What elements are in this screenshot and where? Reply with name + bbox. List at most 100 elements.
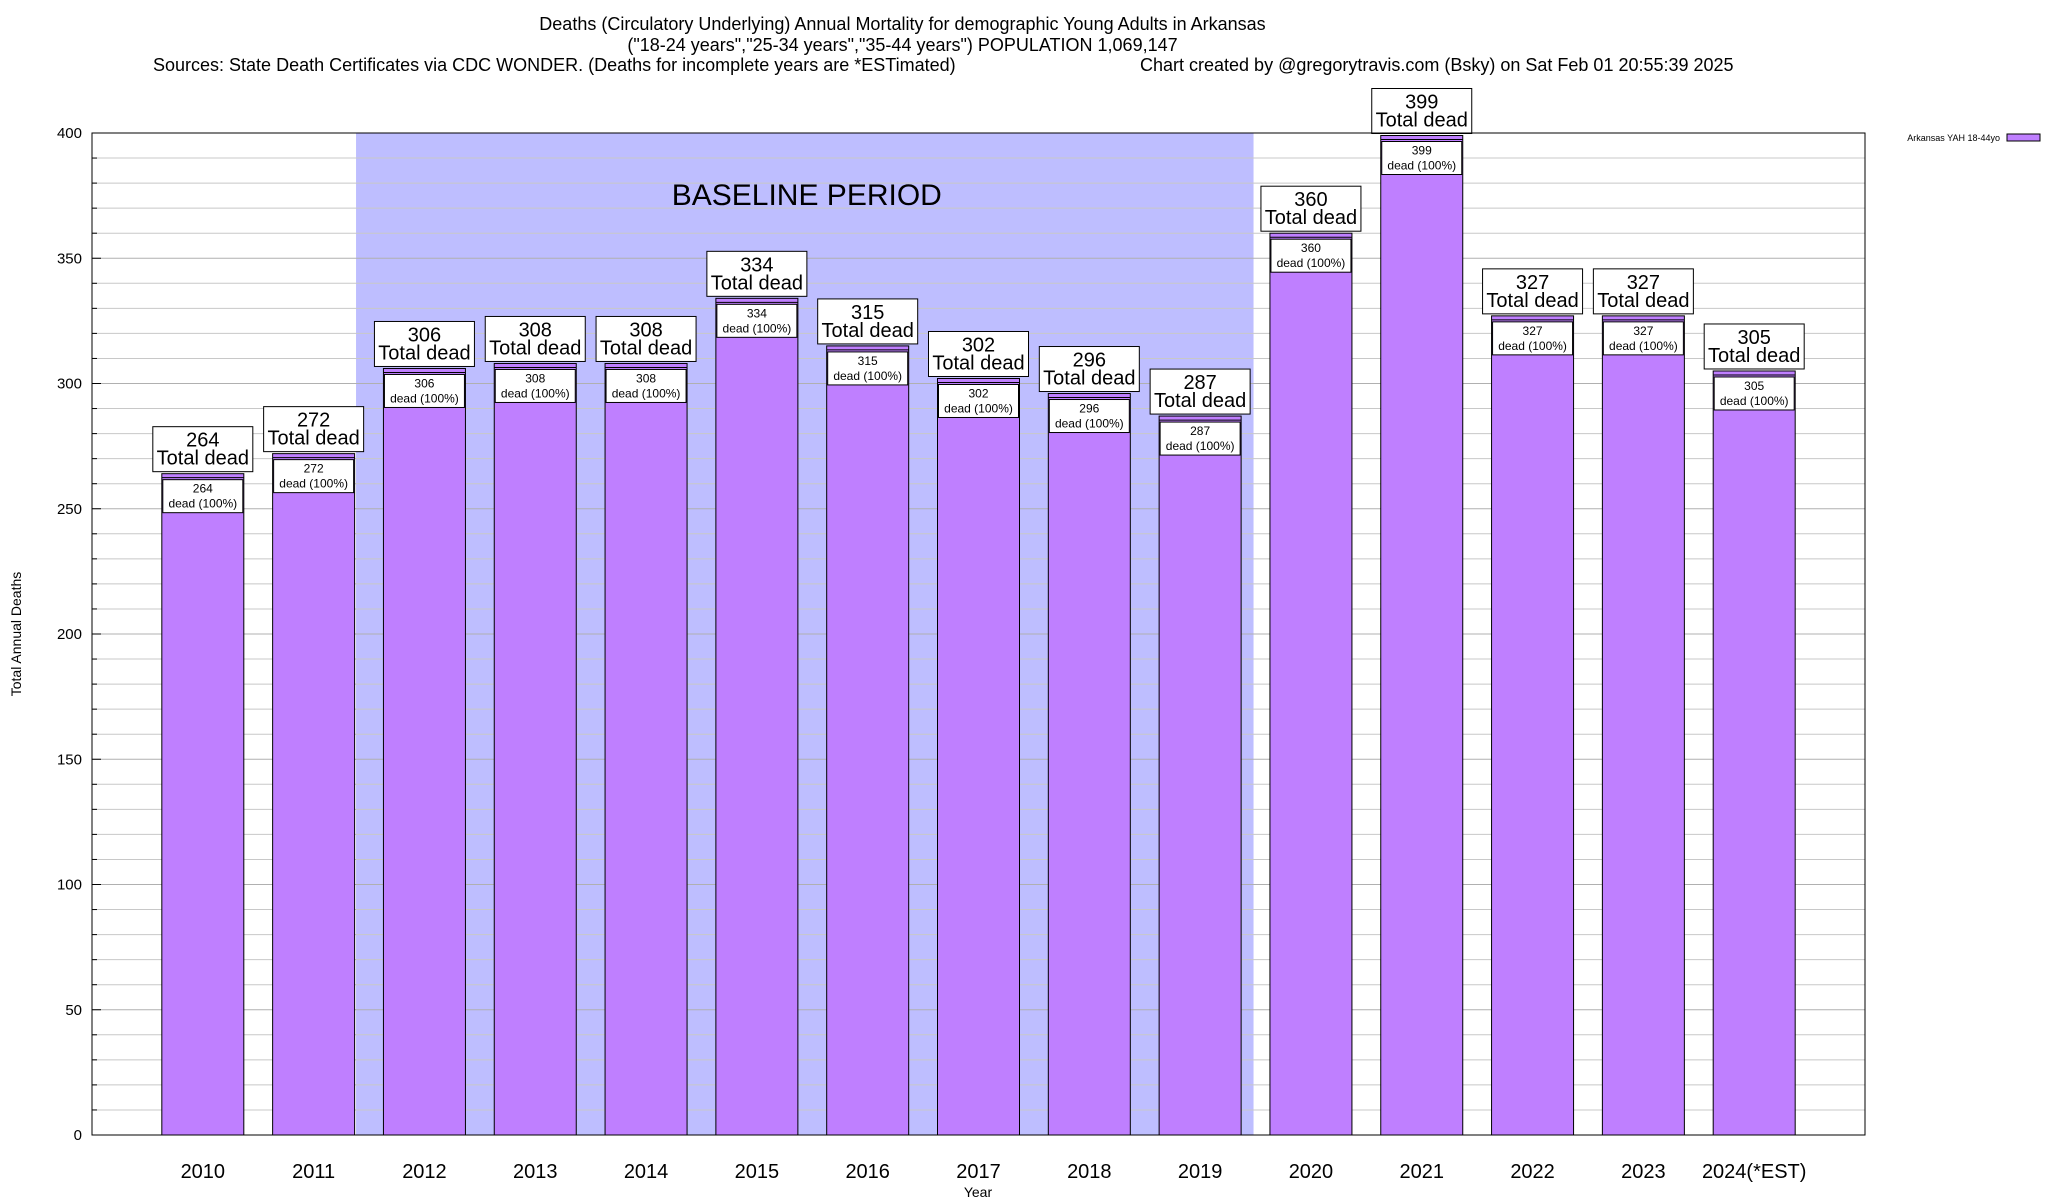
inner-percent-label: dead (100%) <box>279 477 348 491</box>
inner-value-label: 272 <box>304 462 324 476</box>
inner-label-box <box>1048 399 1130 434</box>
y-tick-label: 100 <box>57 877 82 894</box>
x-tick-label: 2023 <box>1621 1161 1666 1183</box>
bar <box>1601 315 1685 1136</box>
inner-value-label: 327 <box>1633 324 1653 338</box>
total-dead-label: Total dead <box>378 342 470 364</box>
chart-title-line2: ("18-24 years","25-34 years","35-44 year… <box>627 35 1178 55</box>
inner-label-box <box>1159 421 1241 456</box>
inner-value-label: 308 <box>525 371 545 385</box>
inner-percent-label: dead (100%) <box>1387 159 1456 173</box>
inner-percent-label: dead (100%) <box>723 321 792 335</box>
y-tick-label: 150 <box>57 751 82 768</box>
inner-percent-label: dead (100%) <box>1609 339 1678 353</box>
inner-label-box <box>605 368 687 403</box>
bar <box>1047 393 1131 1136</box>
total-dead-label: Total dead <box>1708 345 1800 367</box>
x-tick-label: 2014 <box>624 1161 669 1183</box>
chart-sources: Sources: State Death Certificates via CD… <box>153 55 956 75</box>
total-value-label: 287 <box>1183 372 1216 394</box>
bar <box>1158 415 1242 1136</box>
x-tick-label: 2020 <box>1289 1161 1334 1183</box>
inner-value-label: 296 <box>1079 402 1099 416</box>
y-tick-label: 0 <box>74 1127 82 1144</box>
legend-swatch <box>2006 133 2041 142</box>
total-label-box <box>1038 346 1140 393</box>
total-value-label: 272 <box>297 410 330 432</box>
total-dead-label: Total dead <box>157 448 249 470</box>
x-tick-label: 2010 <box>181 1161 226 1183</box>
inner-percent-label: dead (100%) <box>833 369 902 383</box>
inner-value-label: 334 <box>747 306 767 320</box>
total-dead-label: Total dead <box>1486 290 1578 312</box>
baseline-period-label: BASELINE PERIOD <box>672 179 942 212</box>
bar <box>937 377 1020 1136</box>
bar <box>1269 232 1353 1136</box>
x-tick-label: 2019 <box>1178 1161 1223 1183</box>
plot-frame <box>91 132 1866 1136</box>
inner-label-box <box>494 368 576 403</box>
total-label-box <box>595 315 697 362</box>
bar <box>161 473 245 1136</box>
inner-value-label: 287 <box>1190 424 1210 438</box>
inner-percent-label: dead (100%) <box>1720 394 1789 408</box>
inner-label-box <box>383 373 465 408</box>
inner-value-label: 306 <box>414 376 434 390</box>
bar <box>604 362 688 1136</box>
bar <box>382 367 466 1136</box>
y-tick-label: 50 <box>65 1002 82 1019</box>
total-dead-label: Total dead <box>1376 110 1468 132</box>
y-tick-label: 300 <box>57 376 82 393</box>
inner-label-box <box>273 459 355 494</box>
total-label-box <box>1592 268 1694 315</box>
total-value-label: 308 <box>629 319 662 341</box>
total-value-label: 327 <box>1627 272 1660 294</box>
bar <box>493 362 577 1136</box>
inner-label-box <box>938 383 1019 418</box>
inner-value-label: 360 <box>1301 241 1321 255</box>
total-value-label: 308 <box>519 319 552 341</box>
total-value-label: 334 <box>740 254 773 276</box>
inner-value-label: 399 <box>1412 144 1432 158</box>
inner-percent-label: dead (100%) <box>1277 256 1346 270</box>
x-tick-label: 2022 <box>1510 1161 1555 1183</box>
total-dead-label: Total dead <box>1043 368 1135 390</box>
inner-label-box <box>1602 321 1684 356</box>
total-label-box <box>152 426 254 473</box>
y-tick-label: 350 <box>57 250 82 267</box>
bar <box>1380 135 1464 1136</box>
inner-percent-label: dead (100%) <box>612 386 681 400</box>
total-label-box <box>1371 88 1473 135</box>
inner-value-label: 305 <box>1744 379 1764 393</box>
inner-value-label: 308 <box>636 371 656 385</box>
total-value-label: 305 <box>1738 327 1771 349</box>
bar <box>826 345 910 1136</box>
x-tick-label: 2021 <box>1400 1161 1445 1183</box>
total-value-label: 327 <box>1516 272 1549 294</box>
x-tick-label: 2024(*EST) <box>1702 1161 1807 1183</box>
x-tick-label: 2012 <box>402 1161 447 1183</box>
total-label-box <box>1703 323 1805 370</box>
bar <box>272 453 356 1136</box>
inner-value-label: 264 <box>193 482 213 496</box>
inner-label-box <box>1492 321 1574 356</box>
inner-percent-label: dead (100%) <box>944 401 1013 415</box>
bar <box>715 297 799 1136</box>
total-dead-label: Total dead <box>1597 290 1689 312</box>
chart-title: Deaths (Circulatory Underlying) Annual M… <box>0 14 1805 56</box>
total-dead-label: Total dead <box>489 337 581 359</box>
total-dead-label: Total dead <box>267 428 359 450</box>
x-tick-label: 2018 <box>1067 1161 1112 1183</box>
total-value-label: 360 <box>1294 189 1327 211</box>
total-dead-label: Total dead <box>711 272 803 294</box>
x-tick-label: 2011 <box>292 1161 335 1183</box>
total-label-box <box>484 315 586 362</box>
inner-percent-label: dead (100%) <box>501 386 570 400</box>
inner-percent-label: dead (100%) <box>1498 339 1567 353</box>
total-dead-label: Total dead <box>932 352 1024 374</box>
inner-percent-label: dead (100%) <box>1055 417 1124 431</box>
x-tick-label: 2013 <box>513 1161 558 1183</box>
bar <box>1712 370 1796 1136</box>
